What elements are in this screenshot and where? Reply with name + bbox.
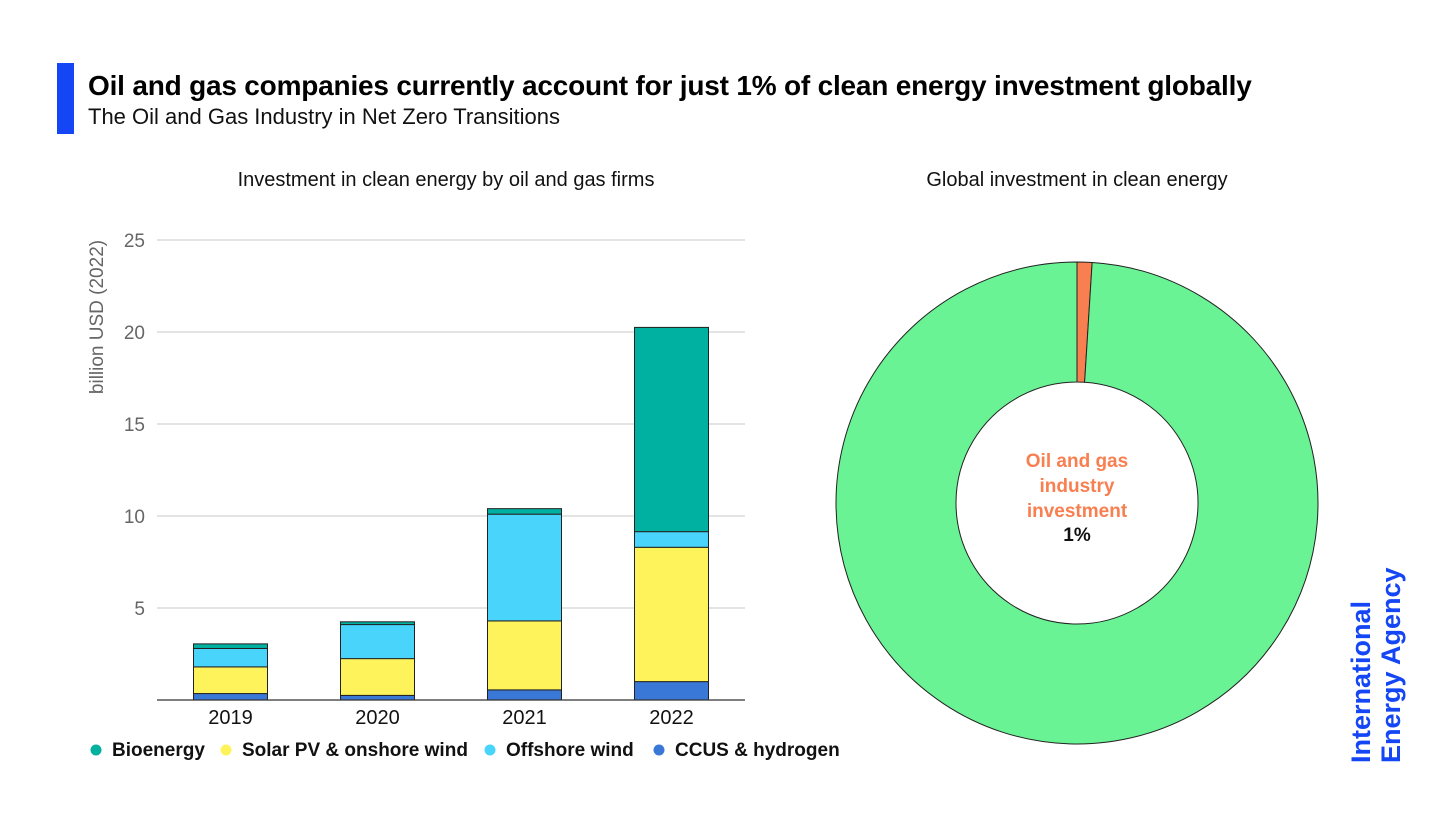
donut-center-label-line-2: industry [1040, 476, 1115, 497]
bar-segment [193, 647, 268, 668]
legend-label: CCUS & hydrogen [675, 740, 840, 761]
page-subtitle: The Oil and Gas Industry in Net Zero Tra… [88, 104, 560, 129]
bar-segment [340, 624, 415, 660]
y-axis-label: billion USD (2022) [87, 240, 108, 394]
bar-segment [487, 620, 562, 691]
bar-segment [634, 546, 709, 683]
x-tick-label: 2019 [208, 707, 253, 729]
legend: Bioenergy Solar PV & onshore wind Offshore… [90, 740, 840, 761]
legend-label: Bioenergy [112, 740, 205, 761]
bar-segment [193, 643, 268, 649]
y-tick-label: 15 [124, 415, 145, 436]
bar-segment [340, 694, 415, 701]
y-tick-label: 20 [124, 323, 145, 344]
legend-label: Solar PV & onshore wind [242, 740, 468, 761]
x-tick-label: 2022 [649, 707, 694, 729]
legend-swatch [90, 744, 102, 756]
bar-segment [193, 693, 268, 701]
x-tick-label: 2020 [355, 707, 400, 729]
logo-text-line-1: International [1346, 601, 1376, 763]
bar-segment [340, 621, 415, 626]
iea-logo: International Energy Agency [1346, 567, 1406, 763]
donut-slice-rest [835, 261, 1319, 745]
legend-label: Offshore wind [506, 740, 634, 761]
legend-swatch [653, 744, 665, 756]
bar-segment [487, 689, 562, 701]
legend-swatch [484, 744, 496, 756]
donut-center-value: 1% [1063, 525, 1091, 546]
bar-marks [193, 326, 709, 701]
bar-segment [340, 658, 415, 696]
accent-bar [57, 63, 74, 134]
bar-chart: Investment in clean energy by oil and ga… [87, 169, 840, 761]
x-tick-label: 2021 [502, 707, 547, 729]
donut-slices [835, 261, 1319, 745]
bar-segment [193, 666, 268, 695]
bar-chart-title: Investment in clean energy by oil and ga… [238, 169, 655, 191]
bar-segment [634, 681, 709, 701]
bar-segment [487, 513, 562, 622]
donut-chart: Global investment in clean energy Oil an… [835, 169, 1319, 745]
x-tick-labels: 2019 2020 2021 2022 [208, 707, 694, 729]
donut-center-label-line-3: investment [1027, 501, 1128, 522]
y-tick-label: 10 [124, 507, 145, 528]
legend-swatch [220, 744, 232, 756]
logo-text-line-2: Energy Agency [1376, 567, 1406, 763]
donut-center-label-line-1: Oil and gas [1026, 451, 1128, 472]
donut-chart-title: Global investment in clean energy [926, 169, 1227, 191]
y-tick-labels: 5 10 15 20 25 [124, 231, 145, 620]
bar-segment [634, 326, 709, 533]
bar-segment [487, 508, 562, 515]
page-title: Oil and gas companies currently account … [88, 70, 1252, 101]
y-tick-label: 25 [124, 231, 145, 252]
bar-segment [634, 531, 709, 548]
y-tick-label: 5 [134, 599, 145, 620]
